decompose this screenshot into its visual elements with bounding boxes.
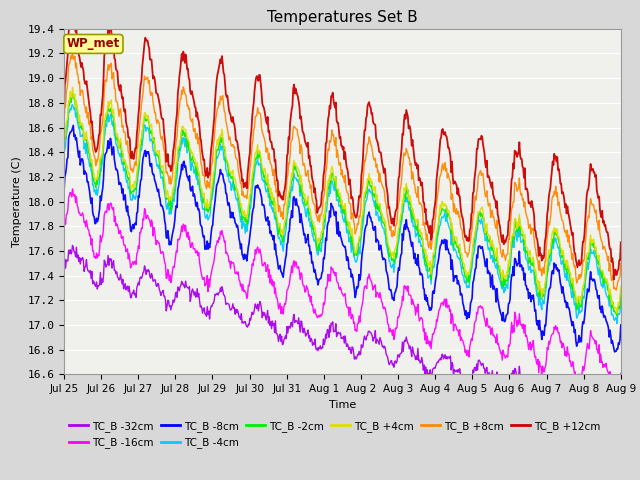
X-axis label: Time: Time xyxy=(329,400,356,409)
Title: Temperatures Set B: Temperatures Set B xyxy=(267,10,418,25)
Legend: TC_B -32cm, TC_B -16cm, TC_B -8cm, TC_B -4cm, TC_B -2cm, TC_B +4cm, TC_B +8cm, T: TC_B -32cm, TC_B -16cm, TC_B -8cm, TC_B … xyxy=(69,421,600,448)
Text: WP_met: WP_met xyxy=(67,37,120,50)
Y-axis label: Temperature (C): Temperature (C) xyxy=(12,156,22,247)
